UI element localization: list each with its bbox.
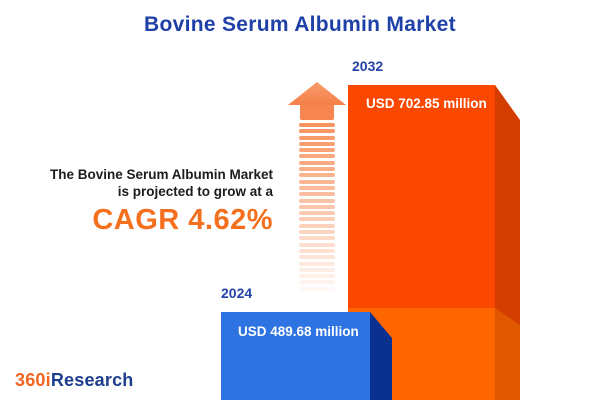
arrow-stripe — [299, 248, 335, 253]
brand-logo: 360iResearch — [15, 370, 134, 391]
bar-2024-value-label: USD 489.68 million — [238, 324, 359, 339]
arrow-stripe — [299, 274, 335, 279]
bar-2024-year-label: 2024 — [221, 285, 253, 301]
arrow-stripe — [299, 167, 335, 172]
arrow-stripe — [299, 141, 335, 146]
arrow-stripe — [299, 154, 335, 159]
cagr-value: CAGR 4.62% — [92, 204, 273, 236]
bar-2024-side — [370, 312, 392, 400]
arrow-stripe — [299, 123, 335, 127]
arrow-stripe — [299, 160, 335, 165]
arrow-stripe — [299, 211, 335, 216]
logo-360i: 360i — [15, 370, 51, 390]
arrow-stripe — [299, 267, 335, 272]
page-title: Bovine Serum Albumin Market — [144, 13, 456, 36]
arrow-stripe — [299, 255, 335, 260]
bar-2032-year-label: 2032 — [352, 58, 384, 74]
arrow-stripe — [299, 204, 335, 209]
arrow-stripe — [299, 185, 335, 190]
growth-description: The Bovine Serum Albumin Market is proje… — [50, 167, 273, 235]
arrow-stripe — [299, 261, 335, 266]
description-line-2: is projected to grow at a — [117, 183, 273, 199]
arrow-up-icon — [288, 82, 346, 105]
arrow-neck — [300, 104, 334, 120]
arrow-stripe — [299, 179, 335, 184]
arrow-stripe — [299, 217, 335, 222]
arrow-stripe — [299, 230, 335, 235]
bar-2024-front — [221, 312, 370, 400]
bar-2032-front-upper — [348, 85, 495, 308]
growth-arrow — [288, 82, 346, 293]
arrow-stripe — [299, 223, 335, 228]
arrow-stripe — [299, 192, 335, 197]
bar-2032-side-lower — [495, 308, 520, 400]
arrow-stripe — [299, 173, 335, 178]
arrow-stripes — [299, 123, 335, 291]
logo-research: Research — [50, 370, 134, 390]
arrow-stripe — [299, 286, 335, 291]
arrow-stripe — [299, 135, 335, 140]
bar-2032-value-label: USD 702.85 million — [366, 96, 487, 111]
arrow-stripe — [299, 280, 335, 285]
arrow-stripe — [299, 198, 335, 203]
description-line-1: The Bovine Serum Albumin Market — [49, 167, 273, 182]
arrow-stripe — [299, 148, 335, 153]
arrow-stripe — [299, 242, 335, 247]
arrow-stripe — [299, 129, 335, 134]
arrow-stripe — [299, 236, 335, 241]
